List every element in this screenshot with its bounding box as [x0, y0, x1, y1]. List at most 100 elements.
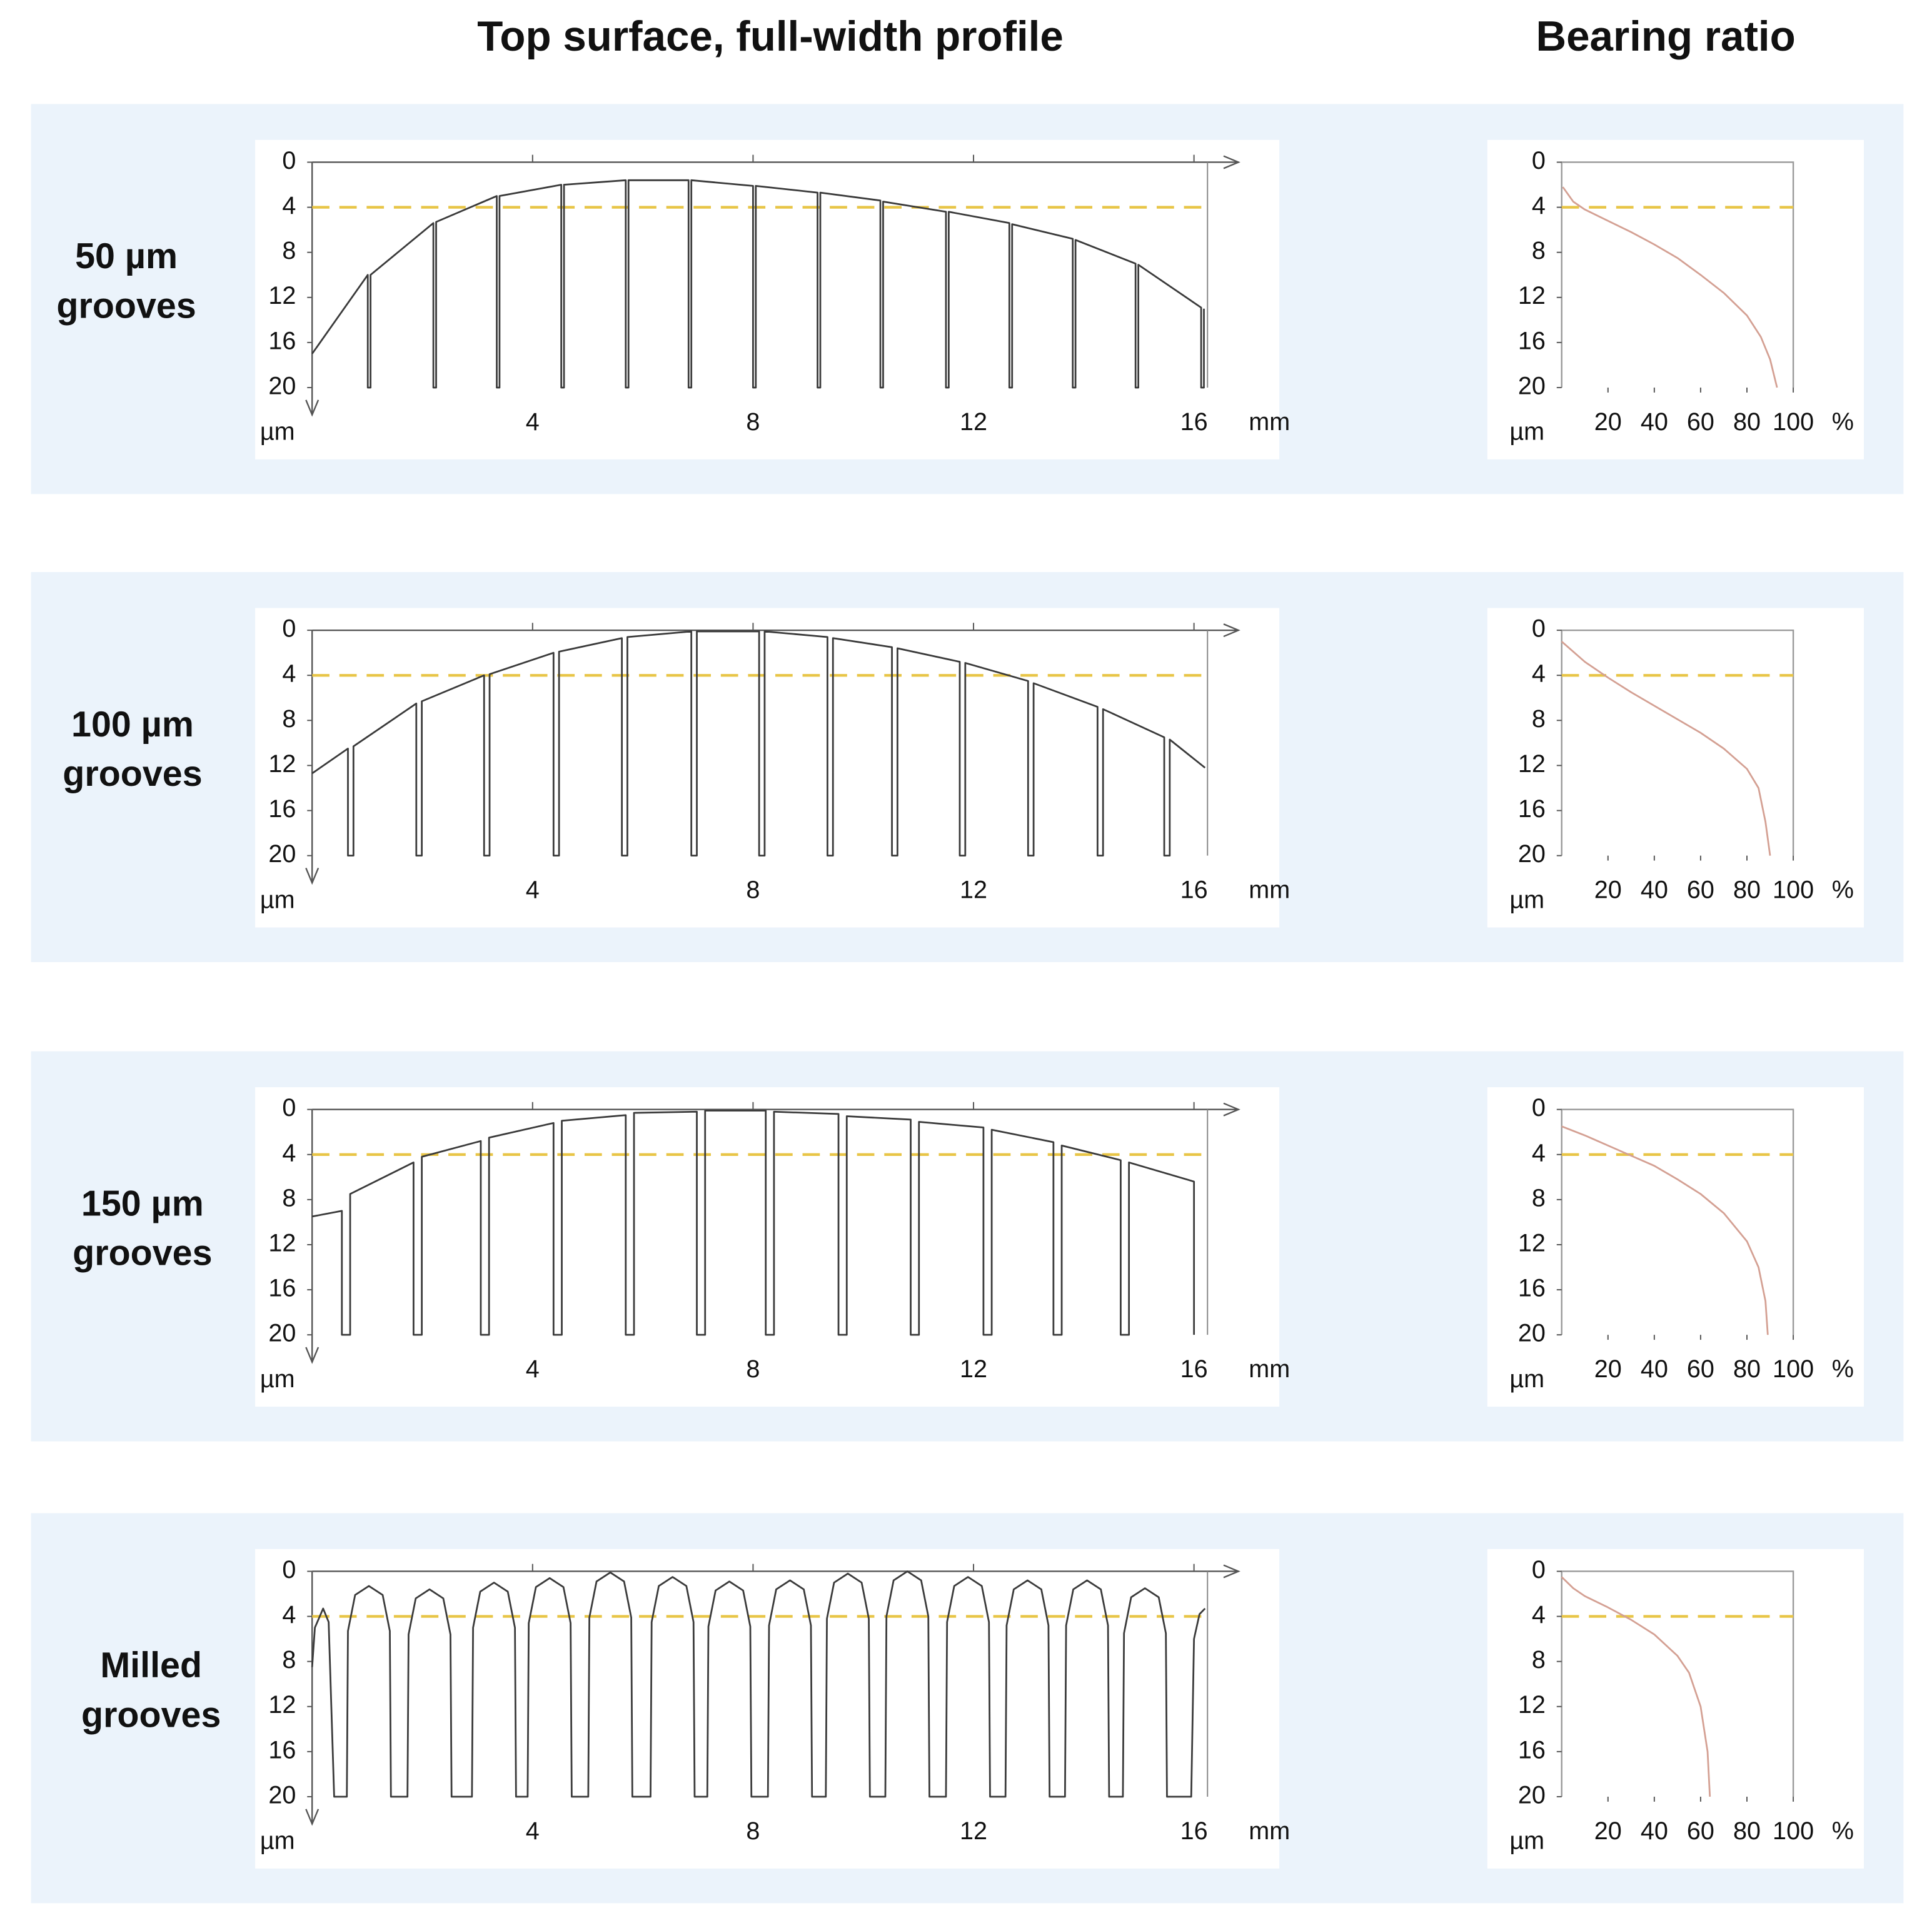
- axis-arrow: [1223, 1102, 1240, 1117]
- y-tick-label: 20: [268, 372, 296, 399]
- y-tick-label: 8: [282, 237, 296, 264]
- profile-box: [255, 139, 1280, 459]
- y-tick-label: 16: [268, 327, 296, 354]
- y-tick-label: 16: [1518, 1736, 1546, 1764]
- y-tick-label: 0: [282, 1556, 296, 1584]
- x-tick-label: 12: [960, 876, 987, 904]
- bearing-box: [1487, 139, 1864, 459]
- data-line: [311, 1110, 1195, 1336]
- x-tick-label: 40: [1641, 1817, 1668, 1845]
- y-tick-label: 12: [1518, 750, 1546, 778]
- x-axis-unit: %: [1832, 876, 1854, 904]
- axis-arrow: [1223, 1564, 1240, 1579]
- plot-frame: [1561, 161, 1794, 388]
- y-axis-unit: µm: [260, 886, 295, 913]
- y-tick-label: 0: [1532, 1556, 1546, 1584]
- x-tick-label: 4: [526, 876, 540, 904]
- y-axis-unit: µm: [260, 1365, 295, 1393]
- x-axis-unit: mm: [1249, 1817, 1290, 1845]
- plot-frame: [1561, 629, 1794, 856]
- row-label: 150 µm: [81, 1183, 204, 1223]
- y-tick-label: 0: [282, 615, 296, 643]
- x-axis-unit: %: [1832, 408, 1854, 436]
- y-tick-label: 0: [1532, 147, 1546, 174]
- x-tick-label: 100: [1773, 1355, 1814, 1383]
- data-line: [1561, 1576, 1711, 1797]
- bearing-box: [1487, 1549, 1864, 1869]
- x-tick-label: 4: [526, 1355, 540, 1383]
- y-tick-label: 8: [1532, 237, 1546, 264]
- data-line: [1561, 641, 1771, 856]
- y-tick-label: 8: [282, 1184, 296, 1212]
- y-axis-unit: µm: [1509, 886, 1544, 913]
- x-tick-label: 8: [746, 876, 760, 904]
- x-axis-unit: mm: [1249, 408, 1290, 436]
- y-tick-label: 16: [1518, 1275, 1546, 1302]
- y-tick-label: 4: [1532, 1139, 1546, 1167]
- axis-arrow: [305, 1809, 319, 1826]
- bearing-box: [1487, 608, 1864, 928]
- x-tick-label: 16: [1180, 876, 1208, 904]
- x-tick-label: 16: [1180, 1817, 1208, 1845]
- y-tick-label: 16: [1518, 795, 1546, 823]
- x-tick-label: 80: [1733, 1817, 1761, 1845]
- data-line: [311, 1570, 1206, 1798]
- y-tick-label: 12: [268, 750, 296, 778]
- x-axis-unit: mm: [1249, 876, 1290, 904]
- x-tick-label: 20: [1594, 408, 1622, 436]
- x-tick-label: 12: [960, 1817, 987, 1845]
- y-tick-label: 4: [282, 1601, 296, 1629]
- axis-arrow: [305, 868, 319, 885]
- y-tick-label: 20: [268, 1781, 296, 1809]
- x-tick-label: 80: [1733, 1355, 1761, 1383]
- y-tick-label: 8: [282, 1646, 296, 1674]
- x-tick-label: 60: [1687, 876, 1714, 904]
- data-line: [311, 630, 1206, 857]
- axis-arrow: [1223, 155, 1240, 169]
- x-tick-label: 60: [1687, 408, 1714, 436]
- column-header: Top surface, full-width profile: [477, 13, 1064, 60]
- row-label: 50 µm: [75, 236, 178, 276]
- x-axis-unit: %: [1832, 1355, 1854, 1383]
- plot-frame: [1561, 1570, 1794, 1797]
- x-axis-unit: mm: [1249, 1355, 1290, 1383]
- y-tick-label: 0: [1532, 1094, 1546, 1122]
- x-tick-label: 40: [1641, 1355, 1668, 1383]
- x-tick-label: 100: [1773, 1817, 1814, 1845]
- x-tick-label: 8: [746, 1817, 760, 1845]
- row-label: 100 µm: [71, 705, 194, 745]
- y-axis-unit: µm: [260, 1827, 295, 1855]
- y-tick-label: 16: [1518, 327, 1546, 354]
- y-tick-label: 8: [1532, 705, 1546, 733]
- x-tick-label: 16: [1180, 1355, 1208, 1383]
- x-tick-label: 100: [1773, 408, 1814, 436]
- y-tick-label: 8: [1532, 1184, 1546, 1212]
- y-axis-unit: µm: [1509, 1827, 1544, 1855]
- y-tick-label: 8: [282, 705, 296, 733]
- y-tick-label: 4: [1532, 660, 1546, 688]
- row-label: grooves: [63, 754, 202, 794]
- y-tick-label: 4: [282, 1139, 296, 1167]
- y-tick-label: 16: [268, 1736, 296, 1764]
- plot-frame: [1561, 1108, 1794, 1335]
- x-tick-label: 60: [1687, 1355, 1714, 1383]
- column-header: Bearing ratio: [1536, 13, 1795, 60]
- axis-arrow: [305, 399, 319, 417]
- x-tick-label: 20: [1594, 1355, 1622, 1383]
- y-tick-label: 20: [268, 1320, 296, 1347]
- x-tick-label: 80: [1733, 408, 1761, 436]
- x-tick-label: 20: [1594, 876, 1622, 904]
- profile-box: [255, 1087, 1280, 1407]
- y-tick-label: 12: [268, 282, 296, 309]
- y-axis-unit: µm: [260, 418, 295, 446]
- axis-arrow: [305, 1347, 319, 1364]
- y-tick-label: 12: [1518, 1229, 1546, 1257]
- row-label: grooves: [73, 1233, 212, 1273]
- y-tick-label: 12: [268, 1229, 296, 1257]
- x-tick-label: 100: [1773, 876, 1814, 904]
- x-tick-label: 4: [526, 1817, 540, 1845]
- y-axis-unit: µm: [1509, 1365, 1544, 1393]
- y-axis-unit: µm: [1509, 418, 1544, 446]
- row-label: grooves: [56, 286, 196, 326]
